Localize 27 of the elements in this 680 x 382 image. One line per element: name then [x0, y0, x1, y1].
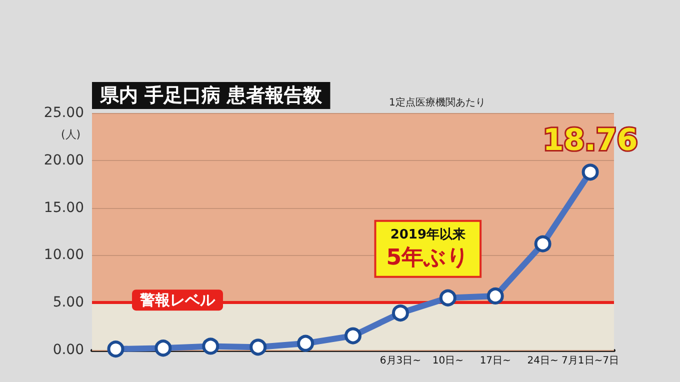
x-tick-label: 17日~ — [480, 356, 511, 366]
point — [154, 340, 172, 357]
y-tick-label: 15.00 — [44, 200, 84, 216]
point — [297, 334, 314, 352]
x-tick-label: 10日~ — [432, 356, 464, 366]
x-tick-label: 6月3日~ — [380, 356, 422, 366]
point — [534, 235, 552, 252]
point — [486, 287, 504, 304]
point — [344, 327, 362, 344]
y-tick-label: 0.00 — [52, 342, 84, 358]
chart-subtitle: 1定点医療機関あたり — [389, 96, 486, 108]
point — [439, 289, 456, 306]
point — [582, 164, 599, 181]
x-tick-label: 7月1日~7日 — [562, 356, 620, 366]
point — [392, 304, 409, 322]
y-tick-label: 5.00 — [52, 294, 84, 311]
annotation: 2019年以来 5年ぶり — [386, 227, 470, 270]
y-tick-label: 10.00 — [44, 247, 84, 264]
y-tick-label: 20.00 — [44, 152, 84, 168]
y-axis-title: (人) — [61, 128, 81, 141]
point — [202, 338, 220, 355]
ref-line-label: 警報レベル — [139, 291, 216, 310]
chart-title: 県内 手足口病 患者報告数 — [99, 84, 324, 106]
point — [107, 340, 124, 358]
y-tick-label: 25.00 — [44, 105, 84, 121]
point — [250, 338, 267, 356]
x-tick-label: 24日~ — [527, 356, 558, 366]
